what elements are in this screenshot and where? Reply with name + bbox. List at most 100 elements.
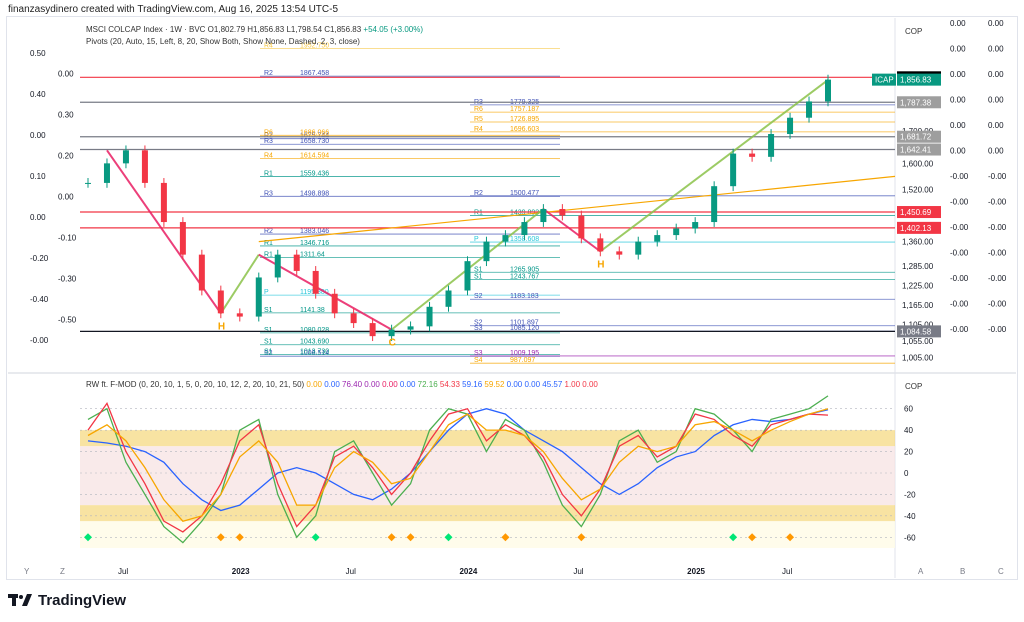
pivot-level-value: 1686.066	[300, 129, 329, 136]
price-axis-tick: 1,165.00	[902, 301, 934, 310]
oscillator-value: 54.33	[437, 380, 460, 389]
right-axis-b-tick: -0.00	[988, 300, 1007, 309]
pivot-level-name: S1	[264, 307, 273, 314]
oscillator-value: 1.00	[562, 380, 581, 389]
pivot-level-value: 1726.895	[510, 116, 539, 123]
time-axis-tick: Jul	[782, 567, 792, 576]
ticker-tag: ICAP	[875, 76, 894, 85]
right-axis-a-tick: -0.00	[950, 249, 969, 258]
left-axis-tick: -0.10	[58, 234, 77, 243]
oscillator-value: 76.40	[339, 380, 363, 389]
candle-body	[85, 182, 91, 184]
candle-body	[806, 101, 813, 118]
right-axis-a-tick: 0.00	[950, 19, 966, 28]
left-axis-tick: 0.30	[58, 111, 74, 120]
pivot-level-value: 1500.477	[510, 190, 539, 197]
pivot-level-value: 1265.905	[510, 266, 539, 273]
price-tag: 1,787.38	[900, 98, 932, 107]
price-axis-tick: 1,105.00	[902, 321, 934, 330]
pivot-level-name: R2	[264, 70, 273, 77]
time-axis-tick: Jul	[346, 567, 356, 576]
bottom-control-letter: C	[998, 567, 1004, 576]
left-axis-tick: 0.00	[58, 70, 74, 79]
candle-body	[673, 228, 680, 236]
candle-body	[749, 153, 756, 157]
pivot-level-name: P	[264, 289, 269, 296]
pivot-level-value: 1085.120	[510, 325, 539, 332]
pivot-level-value: 1008.514	[300, 350, 329, 357]
close-value: C1,856.83	[324, 25, 362, 34]
left-axis-tick: -0.20	[30, 254, 49, 263]
candle-body	[407, 326, 414, 330]
candle-body	[768, 134, 775, 157]
zigzag-line	[599, 79, 829, 253]
pivot-level-value: 1043.690	[300, 339, 329, 346]
candle-body	[198, 254, 205, 291]
candle-body	[350, 313, 357, 324]
osc-axis-tick: 40	[904, 426, 913, 435]
pivot-level-name: S3	[474, 350, 483, 357]
price-axis-tick: 1,055.00	[902, 337, 934, 346]
time-axis-tick: Jul	[118, 567, 128, 576]
signal-diamond-icon	[406, 533, 415, 542]
pivot-level-name: S1	[474, 273, 483, 280]
osc-currency-label[interactable]: COP	[905, 382, 923, 391]
right-axis-b-tick: 0.00	[988, 96, 1004, 105]
candle-body	[711, 186, 718, 223]
price-axis-tick: 1,360.00	[902, 238, 934, 247]
pivot-level-name: R3	[264, 138, 273, 145]
candle-body	[597, 238, 604, 252]
candle-body	[559, 209, 566, 216]
osc-axis-tick: -40	[904, 512, 916, 521]
ticker-tag-bg	[872, 73, 896, 86]
right-axis-b-tick: -0.00	[988, 172, 1007, 181]
pivot-level-value: 1080.028	[300, 327, 329, 334]
currency-label[interactable]: COP	[905, 27, 923, 36]
pivots-legend: Pivots (20, Auto, 15, Left, 8, 20, Show …	[86, 37, 360, 46]
tradingview-logo-icon	[8, 593, 32, 606]
oscillator-value: 72.16	[415, 380, 438, 389]
pivot-level-name: S2	[264, 350, 273, 357]
pivot-level-value: 1141.38	[300, 307, 325, 314]
left-axis-tick: -0.50	[58, 316, 77, 325]
pivot-level-value: 1101.897	[510, 320, 539, 327]
signal-diamond-icon	[387, 533, 396, 542]
left-axis-tick: 0.10	[30, 172, 46, 181]
candle-body	[825, 79, 831, 102]
right-axis-b-tick: -0.00	[988, 249, 1007, 258]
candle-body	[521, 222, 528, 236]
pivot-level-value: 1757.187	[510, 106, 539, 113]
price-axis-tick: 1,225.00	[902, 282, 934, 291]
candle-body	[635, 241, 642, 255]
price-tag-bg	[897, 221, 941, 234]
candle-body	[616, 251, 623, 255]
right-axis-b-tick: 0.00	[988, 147, 1004, 156]
symbol-title: MSCI COLCAP Index · 1W · BVC	[86, 25, 206, 34]
signal-diamond-icon	[501, 533, 510, 542]
left-axis-tick: 0.00	[30, 131, 46, 140]
price-tag-bg	[897, 73, 941, 86]
oscillator-value: 0.00	[322, 380, 340, 389]
open-value: O1,802.79	[207, 25, 246, 34]
pivot-level-value: 1867.458	[300, 70, 329, 77]
bottom-control-letter: Y	[24, 567, 30, 576]
right-axis-a-tick: 0.00	[950, 70, 966, 79]
pivot-level-name: R1	[474, 210, 483, 217]
pattern-label-c: C	[389, 338, 396, 349]
bottom-control-letter: Z	[60, 567, 65, 576]
pivot-level-value: 1952.750	[300, 42, 329, 49]
osc-axis-tick: 60	[904, 405, 913, 414]
zigzag-line	[258, 253, 393, 331]
signal-diamond-icon	[729, 533, 738, 542]
pivot-level-value: 1559.436	[300, 171, 329, 178]
left-axis-tick: 0.00	[58, 193, 74, 202]
candle-body	[464, 261, 471, 291]
price-chart[interactable]: R41952.750R21867.458R21675.744R11559.436…	[0, 0, 1024, 590]
candle-body	[274, 254, 281, 278]
right-axis-a-tick: -0.00	[950, 198, 969, 207]
price-axis-tick: 1,520.00	[902, 185, 934, 194]
candle-body	[217, 290, 224, 314]
candle-body	[654, 235, 661, 242]
right-axis-b-tick: -0.00	[988, 198, 1007, 207]
oscillator-legend: RW ft. F-MOD (0, 20, 10, 1, 5, 0, 20, 10…	[86, 380, 598, 389]
